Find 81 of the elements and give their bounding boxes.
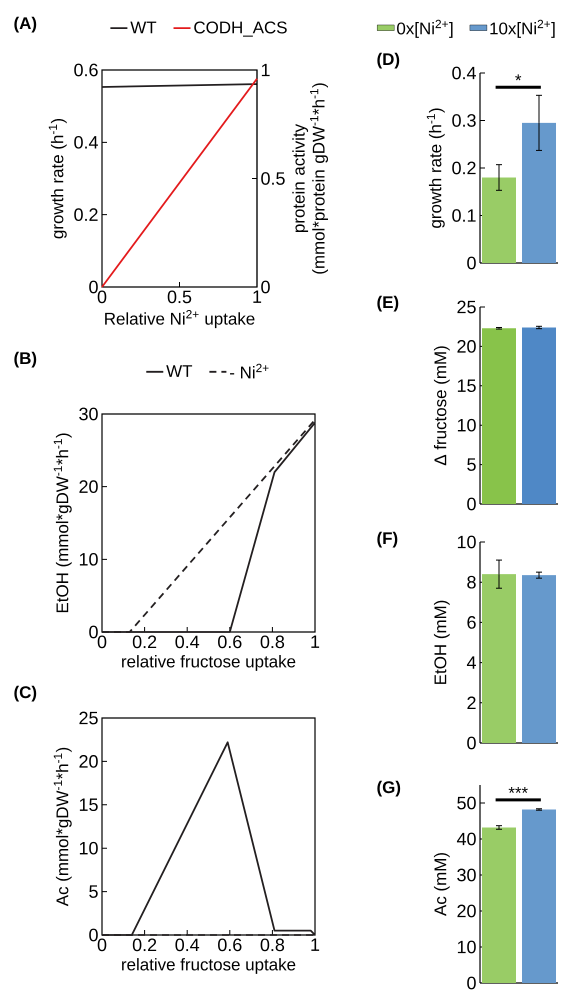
y-tick-label: 10: [80, 842, 98, 855]
legend-label: WT: [166, 365, 192, 377]
y-tick-label: 50: [457, 796, 476, 810]
y-tick-label: 10: [80, 552, 98, 566]
legend-label: CODH_ACS: [194, 21, 287, 37]
y-tick-label: 20: [79, 480, 98, 494]
y-tick-label: 0: [467, 976, 476, 990]
x-tick-label: 0.4: [175, 938, 200, 952]
chart-title: (C): [14, 686, 36, 702]
annotation: ***: [508, 786, 528, 793]
x-tick-label: 0: [98, 636, 106, 648]
y-tick-label: 15: [80, 798, 98, 812]
y-tick-label: 10: [458, 418, 476, 432]
y-tick-label: 25: [79, 712, 98, 724]
x-tick-label: 1: [311, 938, 320, 951]
x-tick-label: 0.4: [175, 636, 200, 648]
legend-label: - Ni$^{2+}$: [230, 364, 269, 378]
y-tick-label: 0: [89, 928, 98, 942]
x-tick-label: 0.2: [132, 636, 156, 648]
x-tick-label: 0: [98, 938, 106, 952]
x-tick-label: 0.5: [168, 290, 192, 304]
x-tick-label: 0.8: [260, 938, 284, 952]
y-tick-label: 5: [467, 458, 476, 471]
chart-title: (B): [14, 352, 36, 368]
legend-label: WT: [130, 22, 156, 34]
y-tick-label: 5: [89, 885, 98, 898]
y-tick-label: 2: [467, 696, 476, 710]
y-axis-title: growth rate (h$^{-1}$): [426, 108, 445, 228]
y-tick-label: 0.2: [74, 208, 98, 222]
y-tick-label: 20: [79, 755, 98, 768]
y-tick-label: 30: [79, 408, 98, 420]
y2-tick-label: 1: [262, 64, 270, 76]
x-tick-label: 1: [253, 290, 262, 303]
y-tick-label: 0.3: [452, 114, 476, 127]
y2-tick-label: 0.5: [261, 172, 285, 185]
y-tick-label: 40: [456, 832, 476, 846]
x-tick-label: 0: [98, 290, 106, 304]
y-axis-title: EtOH (mmol*gDW$^{-1}$*h$^{-1}$): [54, 433, 72, 612]
y-tick-label: 0: [467, 498, 476, 510]
x-tick-label: 0.8: [260, 636, 284, 648]
y-tick-label: 0.2: [452, 162, 476, 174]
y-axis-title: EtOH (mM): [434, 600, 450, 684]
y-tick-label: 4: [466, 656, 476, 669]
y2-axis-title: protein activity (mmol*protein gDW$^{-1}$*h$^{-1}$): [292, 83, 328, 274]
annotation: *: [515, 74, 522, 80]
x-tick-label: 0.6: [218, 938, 242, 952]
y-axis-title: growth rate (h$^{-1}$): [48, 118, 67, 238]
chart-title: (G): [377, 780, 400, 797]
y-tick-label: 10: [458, 536, 476, 548]
x-axis-title: relative fructose uptake: [122, 958, 296, 974]
y-axis-title: Ac (mmol*gDW$^{-1}$*h$^{-1}$): [54, 748, 72, 906]
x-tick-label: 0.2: [132, 938, 156, 952]
y-axis-title: Ac (mM): [434, 853, 450, 916]
y-tick-label: 6: [467, 616, 476, 629]
x-axis-title: relative fructose uptake: [122, 655, 296, 671]
legend-label: 0x[Ni$^{2+}$]: [397, 20, 452, 38]
chart-title: (D): [377, 52, 400, 69]
y-tick-label: 8: [467, 576, 476, 589]
x-tick-label: 0.6: [218, 636, 242, 648]
y-tick-label: 20: [457, 340, 476, 353]
y-tick-label: 0: [89, 280, 98, 294]
y-tick-label: 30: [457, 868, 476, 882]
y-tick-label: 0: [467, 736, 476, 750]
y-tick-label: 10: [458, 940, 476, 954]
y-tick-label: 15: [458, 380, 476, 392]
x-tick-label: 1: [311, 636, 320, 648]
legend-label: 10x[Ni$^{2+}$]: [490, 20, 555, 38]
y-tick-label: 0: [467, 256, 476, 270]
y-tick-label: 0.4: [452, 66, 476, 80]
y-tick-label: 0.1: [452, 209, 476, 222]
chart-title: (A): [14, 16, 36, 33]
y-tick-label: 0: [89, 626, 98, 638]
y-tick-label: 0.6: [74, 64, 98, 76]
chart-title: (E): [377, 296, 398, 312]
y2-tick-label: 0: [261, 280, 270, 294]
y-tick-label: 25: [457, 300, 476, 314]
y-tick-label: 20: [457, 904, 476, 918]
chart-title: (F): [377, 532, 398, 548]
x-axis-title: Relative Ni$^{2+}$ uptake: [105, 310, 254, 328]
y-axis-title: Δ fructose (mM): [434, 346, 450, 466]
y-tick-label: 0.4: [74, 136, 98, 149]
